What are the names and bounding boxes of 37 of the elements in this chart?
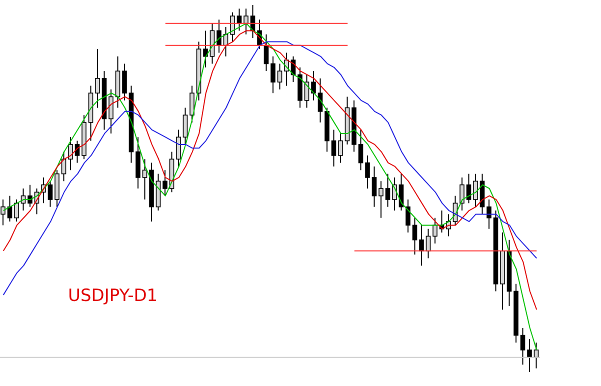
- candlestick: [203, 30, 208, 68]
- candlestick: [230, 12, 235, 42]
- candlestick: [473, 173, 478, 208]
- candlestick: [142, 158, 148, 200]
- candlestick: [190, 85, 194, 123]
- candlestick: [378, 180, 384, 218]
- candlestick: [0, 199, 6, 226]
- candlestick: [365, 154, 370, 189]
- candlestick: [406, 199, 410, 234]
- candlestick: [108, 88, 114, 134]
- candlestick: [244, 8, 248, 35]
- candlestick: [162, 170, 168, 196]
- candlestick: [14, 199, 19, 222]
- annotation: USDJPY-D1: [68, 286, 158, 306]
- candlestick: [122, 63, 127, 101]
- candlestick: [7, 195, 12, 222]
- candlestick: [182, 107, 188, 145]
- candlestick: [527, 338, 532, 372]
- candlestick: [176, 129, 181, 167]
- candlestick: [419, 224, 424, 266]
- candlestick: [385, 173, 390, 208]
- candlestick: [68, 136, 73, 171]
- candlestick: [95, 48, 100, 108]
- candlestick: [412, 217, 418, 256]
- candlestick: [277, 63, 282, 90]
- candlestick: [520, 327, 526, 366]
- candlestick: [460, 176, 464, 212]
- candlestick: [432, 217, 438, 244]
- candlestick: [270, 56, 276, 94]
- candlestick: [372, 166, 377, 208]
- candlestick: [331, 129, 336, 167]
- candlestick: [486, 199, 492, 230]
- candlestick: [392, 176, 397, 212]
- candlestick: [48, 180, 53, 208]
- candlestick: [311, 70, 316, 101]
- candlestick: [338, 132, 343, 164]
- candlestick: [358, 129, 364, 171]
